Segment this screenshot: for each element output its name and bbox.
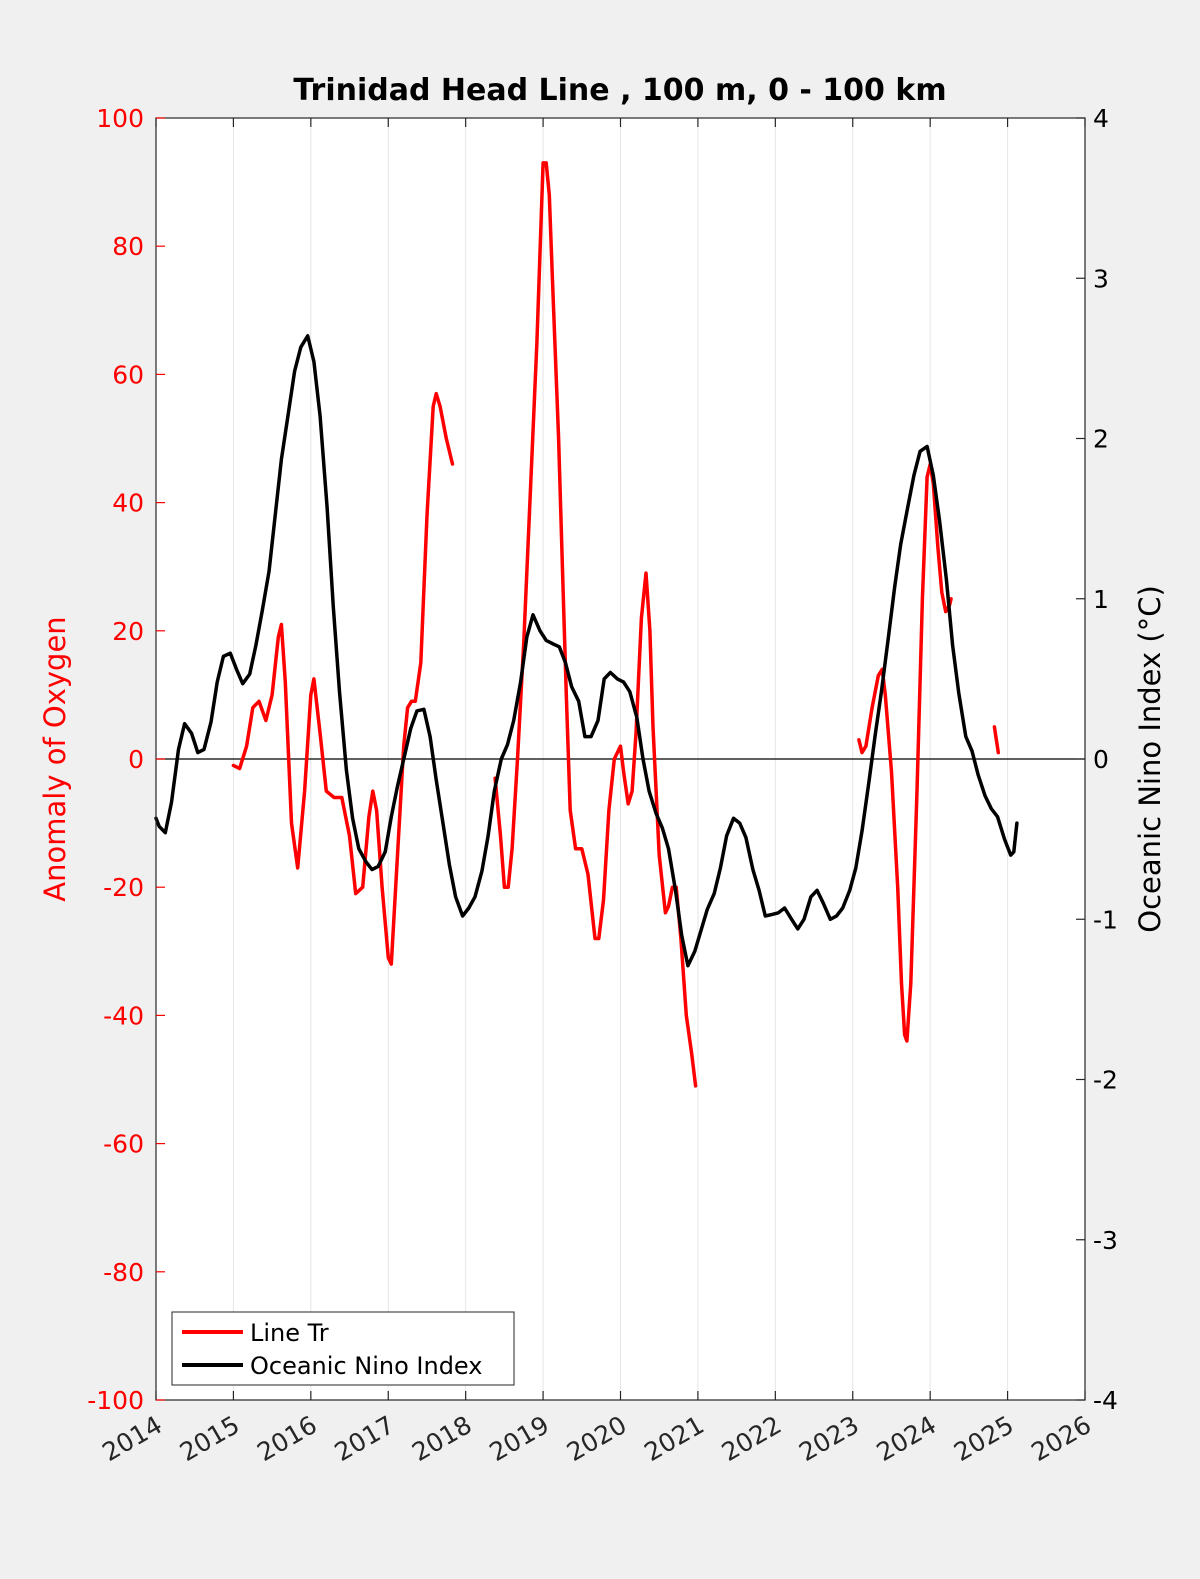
y-left-tick-label: 100 (96, 104, 144, 133)
y-left-tick-label: 40 (112, 489, 144, 518)
x-tick-label: 2026 (1026, 1410, 1096, 1467)
x-tick-label: 2022 (717, 1410, 787, 1467)
y-right-tick-label: 3 (1093, 264, 1109, 293)
oxygen-series-line-seg-0 (231, 391, 455, 966)
legend-label-line-tr: Line Tr (250, 1319, 329, 1347)
y-right-tick-label: -2 (1093, 1066, 1118, 1095)
x-tick-label: 2016 (252, 1410, 322, 1467)
y-right-tick-label: 2 (1093, 425, 1109, 454)
y-right-tick-label: 4 (1093, 104, 1109, 133)
legend-label-oni: Oceanic Nino Index (250, 1352, 482, 1380)
x-tick-label: 2025 (949, 1410, 1019, 1467)
y-left-tick-label: -40 (103, 1001, 144, 1030)
oxygen-series-line-seg-2 (857, 462, 953, 1043)
x-tick-label: 2017 (330, 1410, 400, 1467)
x-tick-label: 2021 (639, 1410, 709, 1467)
legend: Line Tr Oceanic Nino Index (171, 1311, 515, 1386)
x-tick-label: 2018 (407, 1410, 477, 1467)
oni-series-line-seg-0 (154, 334, 1019, 968)
y-left-tick-label: 80 (112, 232, 144, 261)
y-left-tick-label: -20 (103, 873, 144, 902)
oxygen-series-line-seg-3 (992, 725, 1001, 755)
chart-title: Trinidad Head Line , 100 m, 0 - 100 km (293, 73, 946, 108)
y-right-tick-label: -3 (1093, 1226, 1118, 1255)
y-right-tick-label: 0 (1093, 745, 1109, 774)
y-left-tick-label: 60 (112, 360, 144, 389)
oxygen-series-line-seg-1 (493, 161, 698, 1088)
x-tick-label: 2019 (484, 1410, 554, 1467)
y-right-tick-label: -4 (1093, 1386, 1118, 1415)
y-axis-label-right: Oceanic Nino Index (°C) (1133, 585, 1167, 933)
y-left-tick-label: 20 (112, 617, 144, 646)
x-tick-label: 2014 (97, 1410, 167, 1467)
x-tick-label: 2023 (794, 1410, 864, 1467)
y-left-tick-label: -80 (103, 1258, 144, 1287)
x-tick-label: 2015 (175, 1410, 245, 1467)
x-tick-label: 2024 (872, 1410, 942, 1467)
y-left-tick-label: -60 (103, 1130, 144, 1159)
x-tick-label: 2020 (562, 1410, 632, 1467)
series-layer (154, 161, 1019, 1088)
y-left-tick-label: -100 (87, 1386, 144, 1415)
y-right-tick-label: 1 (1093, 585, 1109, 614)
legend-box (171, 1311, 515, 1386)
y-axis-label-left: Anomaly of Oxygen (38, 616, 72, 901)
y-right-tick-label: -1 (1093, 905, 1118, 934)
y-left-tick-label: 0 (128, 745, 144, 774)
